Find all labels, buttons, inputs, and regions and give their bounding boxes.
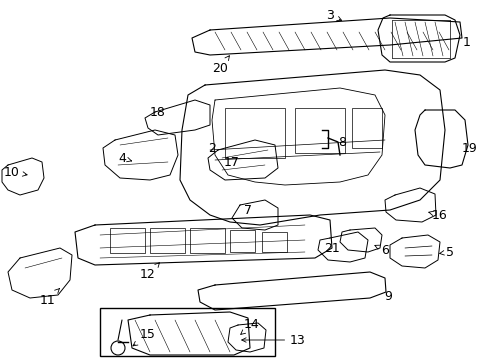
Text: 5: 5 [439, 246, 453, 258]
Text: 12: 12 [140, 263, 159, 282]
Text: 8: 8 [337, 135, 346, 149]
Bar [110, 228, 145, 253]
Text: 6: 6 [374, 243, 388, 257]
Text: 13: 13 [241, 333, 305, 346]
Text: 21: 21 [324, 242, 339, 255]
Text: 19: 19 [461, 141, 477, 154]
Text: 10: 10 [4, 166, 27, 179]
Text: 2: 2 [207, 141, 216, 154]
Text: 1: 1 [462, 36, 470, 49]
Bar [150, 228, 184, 253]
Text: 20: 20 [212, 56, 229, 75]
Text: 11: 11 [40, 288, 60, 306]
Text: 16: 16 [428, 208, 447, 221]
Text: 18: 18 [150, 105, 165, 118]
Bar [294, 108, 345, 153]
Bar [351, 108, 381, 148]
Text: 17: 17 [224, 156, 240, 168]
Text: 7: 7 [244, 203, 251, 216]
Bar [190, 228, 224, 253]
Bar [100, 308, 274, 356]
Text: 15: 15 [133, 328, 156, 346]
Text: 4: 4 [118, 152, 131, 165]
Bar [229, 230, 254, 252]
Bar [262, 232, 286, 252]
Text: 3: 3 [325, 9, 341, 22]
Text: 9: 9 [383, 289, 391, 302]
Text: 14: 14 [240, 319, 259, 334]
Bar [224, 108, 285, 158]
